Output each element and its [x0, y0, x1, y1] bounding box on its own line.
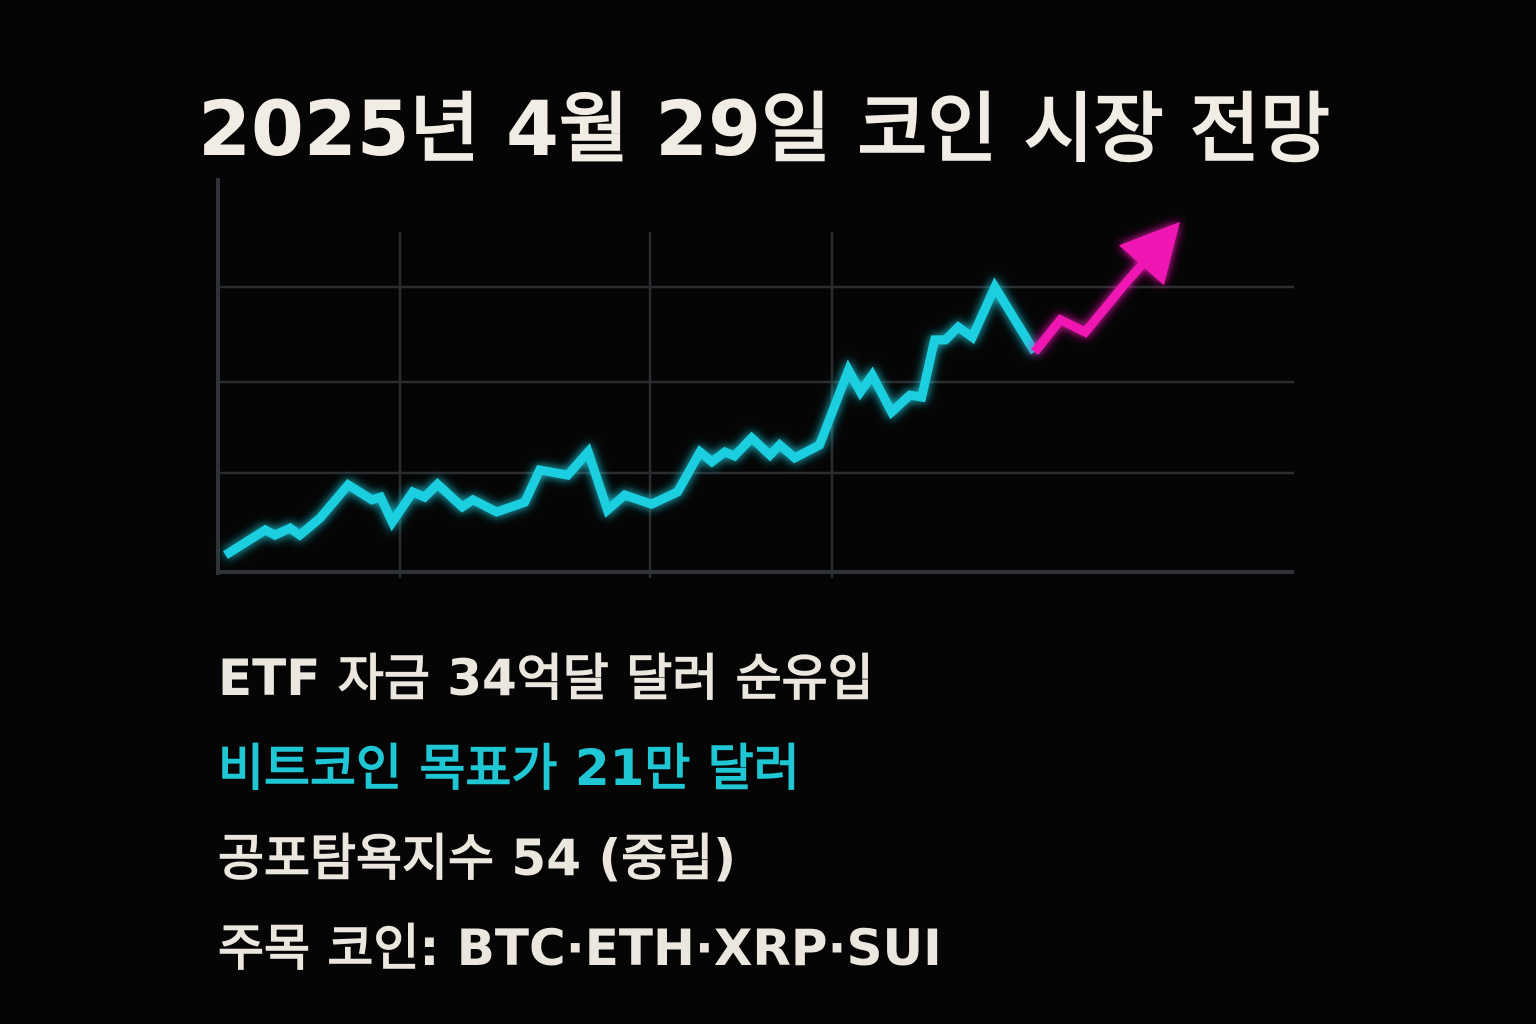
note: 주목 코인: BTC·ETH·XRP·SUI — [218, 919, 942, 977]
chart-title: 2025년 4월 29일 코인 시장 전망 — [198, 84, 1330, 173]
grid — [216, 178, 1294, 578]
note: 비트코인 목표가 21만 달러 — [218, 739, 800, 797]
note: 공포탐욕지수 54 (중립) — [218, 829, 736, 887]
arrow-head — [1119, 221, 1180, 286]
note: ETF 자금 34억달 달러 순유입 — [218, 649, 874, 707]
notes: ETF 자금 34억달 달러 순유입 비트코인 목표가 21만 달러 공포탐욕지… — [218, 649, 942, 977]
line-series — [1031, 241, 1164, 355]
line-series — [223, 277, 1039, 559]
